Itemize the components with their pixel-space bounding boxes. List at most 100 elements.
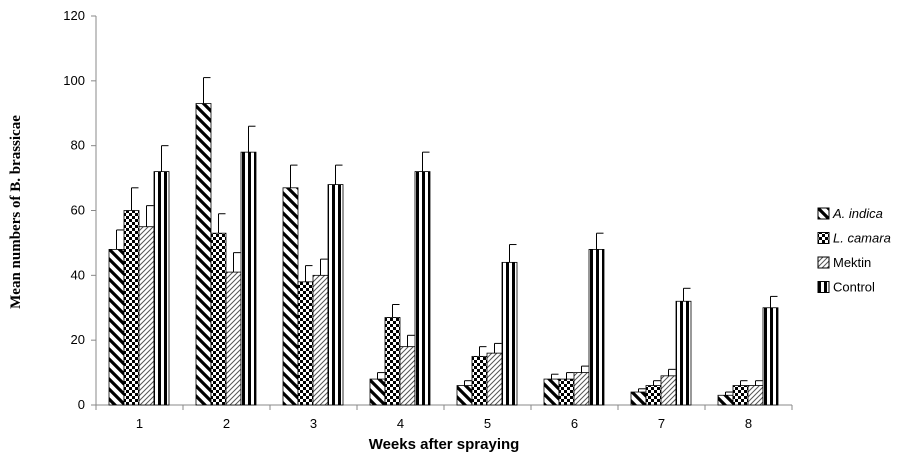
error-bar xyxy=(638,388,646,393)
y-tick-label: 40 xyxy=(71,267,85,282)
error-bar xyxy=(407,334,415,347)
error-bar xyxy=(218,213,226,234)
x-tick-label: 6 xyxy=(571,416,578,431)
error-bar xyxy=(464,380,472,386)
x-tick-label: 1 xyxy=(136,416,143,431)
bar-control-week-3 xyxy=(327,184,344,406)
legend: A. indica L. camara Mektin Control xyxy=(817,206,891,295)
x-tick-label: 2 xyxy=(223,416,230,431)
y-tick-label: 100 xyxy=(63,73,85,88)
bar-l-camara-week-5 xyxy=(471,355,488,406)
bar-l-camara-week-1 xyxy=(123,210,140,406)
y-tick-label: 60 xyxy=(71,203,85,218)
x-tick-label: 4 xyxy=(397,416,404,431)
error-bar xyxy=(494,342,502,354)
bar-a-indica-week-2 xyxy=(195,103,212,406)
error-bar xyxy=(755,380,763,386)
bar-control-week-5 xyxy=(501,261,518,406)
error-bar xyxy=(335,164,343,185)
legend-label: Mektin xyxy=(833,255,871,270)
legend-swatch xyxy=(817,256,830,269)
legend-item: L. camara xyxy=(817,231,891,246)
legend-label: Control xyxy=(833,280,875,295)
bar-a-indica-week-6 xyxy=(543,378,560,406)
error-bars xyxy=(116,77,778,396)
error-bar xyxy=(740,380,748,386)
bar-control-week-2 xyxy=(240,151,257,406)
error-bar xyxy=(668,368,676,376)
error-bar xyxy=(422,151,430,172)
legend-item: Mektin xyxy=(817,255,871,270)
error-bar xyxy=(581,365,589,373)
bar-mektin-week-5 xyxy=(486,352,503,406)
y-ticks: 0 20 40 60 80 100 120 xyxy=(63,8,96,412)
error-bar xyxy=(566,372,574,380)
bar-control-week-4 xyxy=(414,171,431,406)
bars xyxy=(108,103,779,406)
error-bar xyxy=(392,304,400,318)
legend-swatch xyxy=(817,232,830,244)
bar-mektin-week-7 xyxy=(660,375,677,406)
error-bar xyxy=(233,252,241,273)
bar-control-week-6 xyxy=(588,248,605,406)
bar-l-camara-week-7 xyxy=(645,385,662,406)
y-tick-label: 120 xyxy=(63,8,85,23)
bar-mektin-week-2 xyxy=(225,271,242,406)
legend-item: A. indica xyxy=(817,206,883,221)
error-bar xyxy=(131,187,139,211)
error-bar xyxy=(377,372,385,380)
error-bar xyxy=(509,244,517,263)
error-bar xyxy=(551,373,559,380)
bar-mektin-week-8 xyxy=(747,385,764,406)
error-bar xyxy=(203,77,211,104)
error-bar xyxy=(161,145,169,172)
bar-mektin-week-4 xyxy=(399,346,416,406)
legend-item: Control xyxy=(817,280,875,295)
x-tick-label: 3 xyxy=(310,416,317,431)
bar-a-indica-week-7 xyxy=(630,391,647,406)
error-bar xyxy=(770,295,778,308)
bar-control-week-8 xyxy=(762,307,779,406)
bar-l-camara-week-6 xyxy=(558,378,575,406)
bar-l-camara-week-3 xyxy=(297,281,314,406)
bar-control-week-1 xyxy=(153,171,170,406)
error-bar xyxy=(653,380,661,386)
x-tick-label: 7 xyxy=(658,416,665,431)
error-bar xyxy=(305,265,313,282)
bar-a-indica-week-8 xyxy=(717,394,734,406)
error-bar xyxy=(479,346,487,357)
legend-label: L. camara xyxy=(833,231,891,246)
x-tick-label: 8 xyxy=(745,416,752,431)
x-axis-title: Weeks after spraying xyxy=(369,436,520,453)
bar-control-week-7 xyxy=(675,300,692,406)
y-tick-label: 0 xyxy=(78,397,85,412)
bar-l-camara-week-2 xyxy=(210,232,227,406)
legend-label: A. indica xyxy=(832,206,883,221)
bar-a-indica-week-4 xyxy=(369,378,386,406)
bar-a-indica-week-5 xyxy=(456,385,473,406)
error-bar xyxy=(725,391,733,396)
y-tick-label: 20 xyxy=(71,332,85,347)
error-bar xyxy=(596,232,604,250)
bar-a-indica-week-1 xyxy=(108,248,125,406)
error-bar xyxy=(290,164,298,188)
bar-l-camara-week-8 xyxy=(732,385,749,406)
error-bar xyxy=(146,205,154,227)
y-tick-label: 80 xyxy=(71,138,85,153)
x-ticks: 1 2 3 4 5 6 7 8 xyxy=(95,405,793,431)
axes: 0 20 40 60 80 100 120 1 2 3 4 5 6 7 8 xyxy=(63,8,793,431)
error-bar xyxy=(320,258,328,276)
bar-l-camara-week-4 xyxy=(384,317,401,406)
error-bar xyxy=(116,229,124,250)
x-tick-label: 5 xyxy=(484,416,491,431)
y-axis-title: Mean numbers of B. brassicae xyxy=(8,115,24,309)
legend-swatch xyxy=(817,281,830,293)
bar-a-indica-week-3 xyxy=(282,187,299,406)
bar-mektin-week-6 xyxy=(573,372,590,406)
error-bar xyxy=(248,125,256,153)
bar-mektin-week-1 xyxy=(138,226,155,406)
bar-mektin-week-3 xyxy=(312,274,329,406)
legend-swatch xyxy=(817,207,830,220)
error-bar xyxy=(683,287,691,302)
